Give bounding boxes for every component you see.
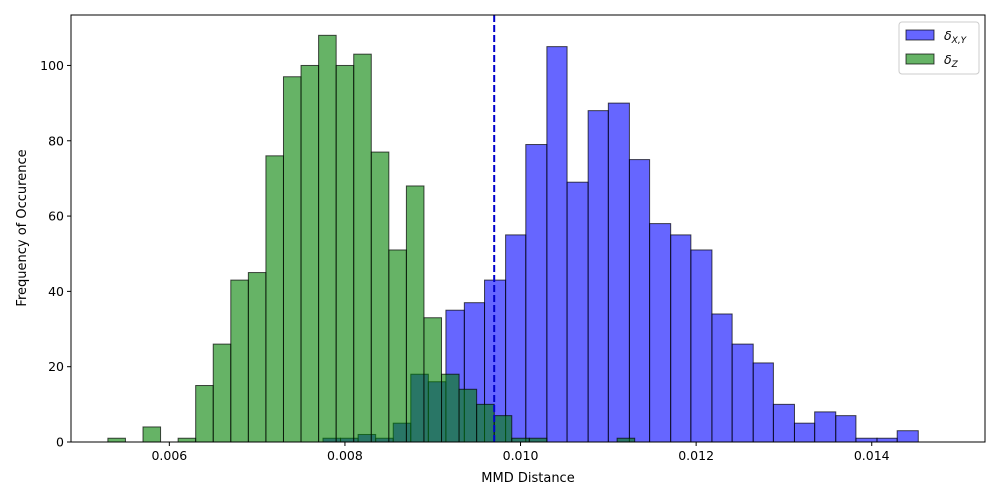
y-tick-label: 80: [48, 133, 64, 148]
histogram-bar: [587, 110, 609, 443]
histogram-bar: [566, 181, 589, 443]
histogram-bar: [282, 76, 302, 443]
histogram-bar: [335, 64, 355, 443]
y-axis: 0 20 40 60 80 100: [40, 58, 71, 450]
histogram-bar: [772, 403, 795, 443]
legend-label: δZ: [944, 52, 959, 70]
x-axis: 0.006 0.008 0.010 0.012 0.014: [151, 442, 890, 463]
x-tick-label: 0.008: [327, 448, 363, 463]
histogram-bar: [546, 46, 568, 443]
y-tick-label: 20: [48, 359, 64, 374]
histogram-bar: [505, 234, 527, 443]
y-tick-label: 40: [48, 284, 64, 299]
histogram-bar: [388, 249, 407, 443]
histogram-bar: [607, 102, 630, 443]
histogram-bar: [265, 155, 284, 443]
histogram-bar: [752, 362, 774, 443]
legend-swatch: [905, 29, 935, 41]
histogram-bar: [731, 343, 754, 443]
histogram-bar: [896, 430, 919, 443]
histogram-bar: [370, 151, 390, 443]
histogram-bar: [876, 437, 898, 443]
x-axis-label: MMD Distance: [481, 471, 574, 486]
histogram-bar: [353, 53, 372, 443]
histogram-bar: [690, 249, 713, 443]
histogram-bar: [628, 159, 651, 443]
x-tick-label: 0.010: [503, 448, 539, 463]
histogram-bar: [300, 64, 320, 443]
histogram-bar: [107, 437, 126, 443]
histogram-bar: [793, 422, 816, 443]
legend-label-subscript: X,Y: [951, 36, 968, 46]
histogram-bar: [458, 388, 478, 443]
plot-area: [70, 14, 986, 443]
legend: δX,YδZ: [898, 21, 980, 75]
x-tick-label: 0.014: [854, 448, 890, 463]
histogram-bar: [318, 34, 337, 443]
histogram-bar: [177, 437, 197, 443]
x-tick-label: 0.006: [151, 448, 187, 463]
histogram-bar: [616, 437, 636, 443]
histogram-bar: [247, 272, 267, 443]
histogram-bar: [476, 403, 495, 443]
y-tick-label: 100: [40, 58, 64, 73]
y-axis-label: Frequency of Occurence: [15, 149, 30, 306]
histogram-bar: [142, 426, 162, 443]
histogram-bar: [212, 343, 232, 443]
histogram-bar: [195, 385, 214, 443]
histogram-bar: [711, 313, 733, 443]
histogram-bar: [405, 185, 425, 443]
histogram-bar: [511, 437, 530, 443]
histogram-bar: [528, 437, 548, 443]
histogram-bar: [855, 437, 878, 443]
plot-frame: [70, 14, 986, 443]
legend-label: δX,Y: [944, 28, 968, 46]
histogram-bar: [835, 415, 857, 443]
histogram-bar: [814, 411, 837, 443]
y-tick-label: 0: [56, 435, 64, 450]
y-tick-label: 60: [48, 209, 64, 224]
histogram-bar: [441, 373, 460, 443]
legend-label-symbol: δ: [944, 28, 952, 43]
histogram-bar: [423, 317, 443, 443]
legend-swatch: [905, 53, 935, 65]
legend-label-symbol: δ: [944, 52, 952, 67]
histogram-bar: [649, 223, 672, 443]
histogram-bar: [493, 415, 513, 443]
legend-label-subscript: Z: [951, 60, 959, 70]
histogram-bar: [525, 144, 548, 443]
x-tick-label: 0.012: [678, 448, 714, 463]
histogram-bar: [230, 279, 249, 443]
histogram-bar: [670, 234, 692, 443]
